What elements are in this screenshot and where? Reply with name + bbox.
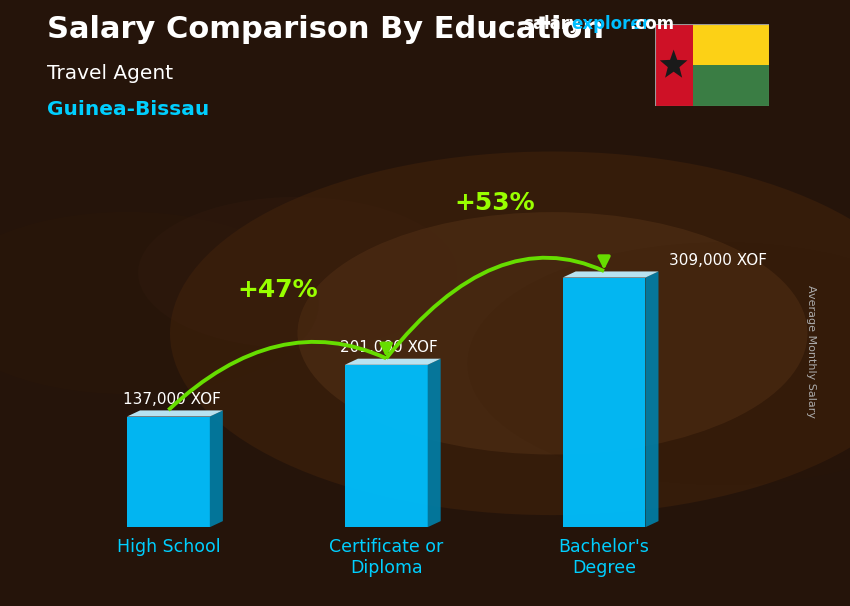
Bar xyxy=(345,365,428,527)
Text: Travel Agent: Travel Agent xyxy=(47,64,173,82)
Ellipse shape xyxy=(138,197,457,348)
Text: explorer: explorer xyxy=(571,15,650,33)
Bar xyxy=(563,278,645,527)
Text: 201,000 XOF: 201,000 XOF xyxy=(341,340,439,355)
Text: salary: salary xyxy=(523,15,580,33)
Polygon shape xyxy=(127,410,223,416)
Ellipse shape xyxy=(0,212,319,394)
Polygon shape xyxy=(428,359,440,527)
Bar xyxy=(693,65,769,106)
Text: +53%: +53% xyxy=(455,190,536,215)
Ellipse shape xyxy=(170,152,850,515)
Polygon shape xyxy=(660,50,688,78)
Text: 309,000 XOF: 309,000 XOF xyxy=(669,253,768,268)
Text: +47%: +47% xyxy=(237,278,318,302)
Polygon shape xyxy=(563,271,659,278)
Text: 137,000 XOF: 137,000 XOF xyxy=(122,392,220,407)
Ellipse shape xyxy=(298,212,808,454)
Polygon shape xyxy=(345,359,440,365)
Ellipse shape xyxy=(468,242,850,485)
Text: .com: .com xyxy=(629,15,674,33)
Text: Salary Comparison By Education: Salary Comparison By Education xyxy=(47,15,603,44)
Bar xyxy=(654,24,693,106)
Bar xyxy=(127,416,210,527)
Polygon shape xyxy=(210,410,223,527)
Polygon shape xyxy=(645,271,659,527)
Bar xyxy=(693,24,769,65)
Text: Guinea-Bissau: Guinea-Bissau xyxy=(47,100,209,119)
Text: Average Monthly Salary: Average Monthly Salary xyxy=(806,285,816,418)
